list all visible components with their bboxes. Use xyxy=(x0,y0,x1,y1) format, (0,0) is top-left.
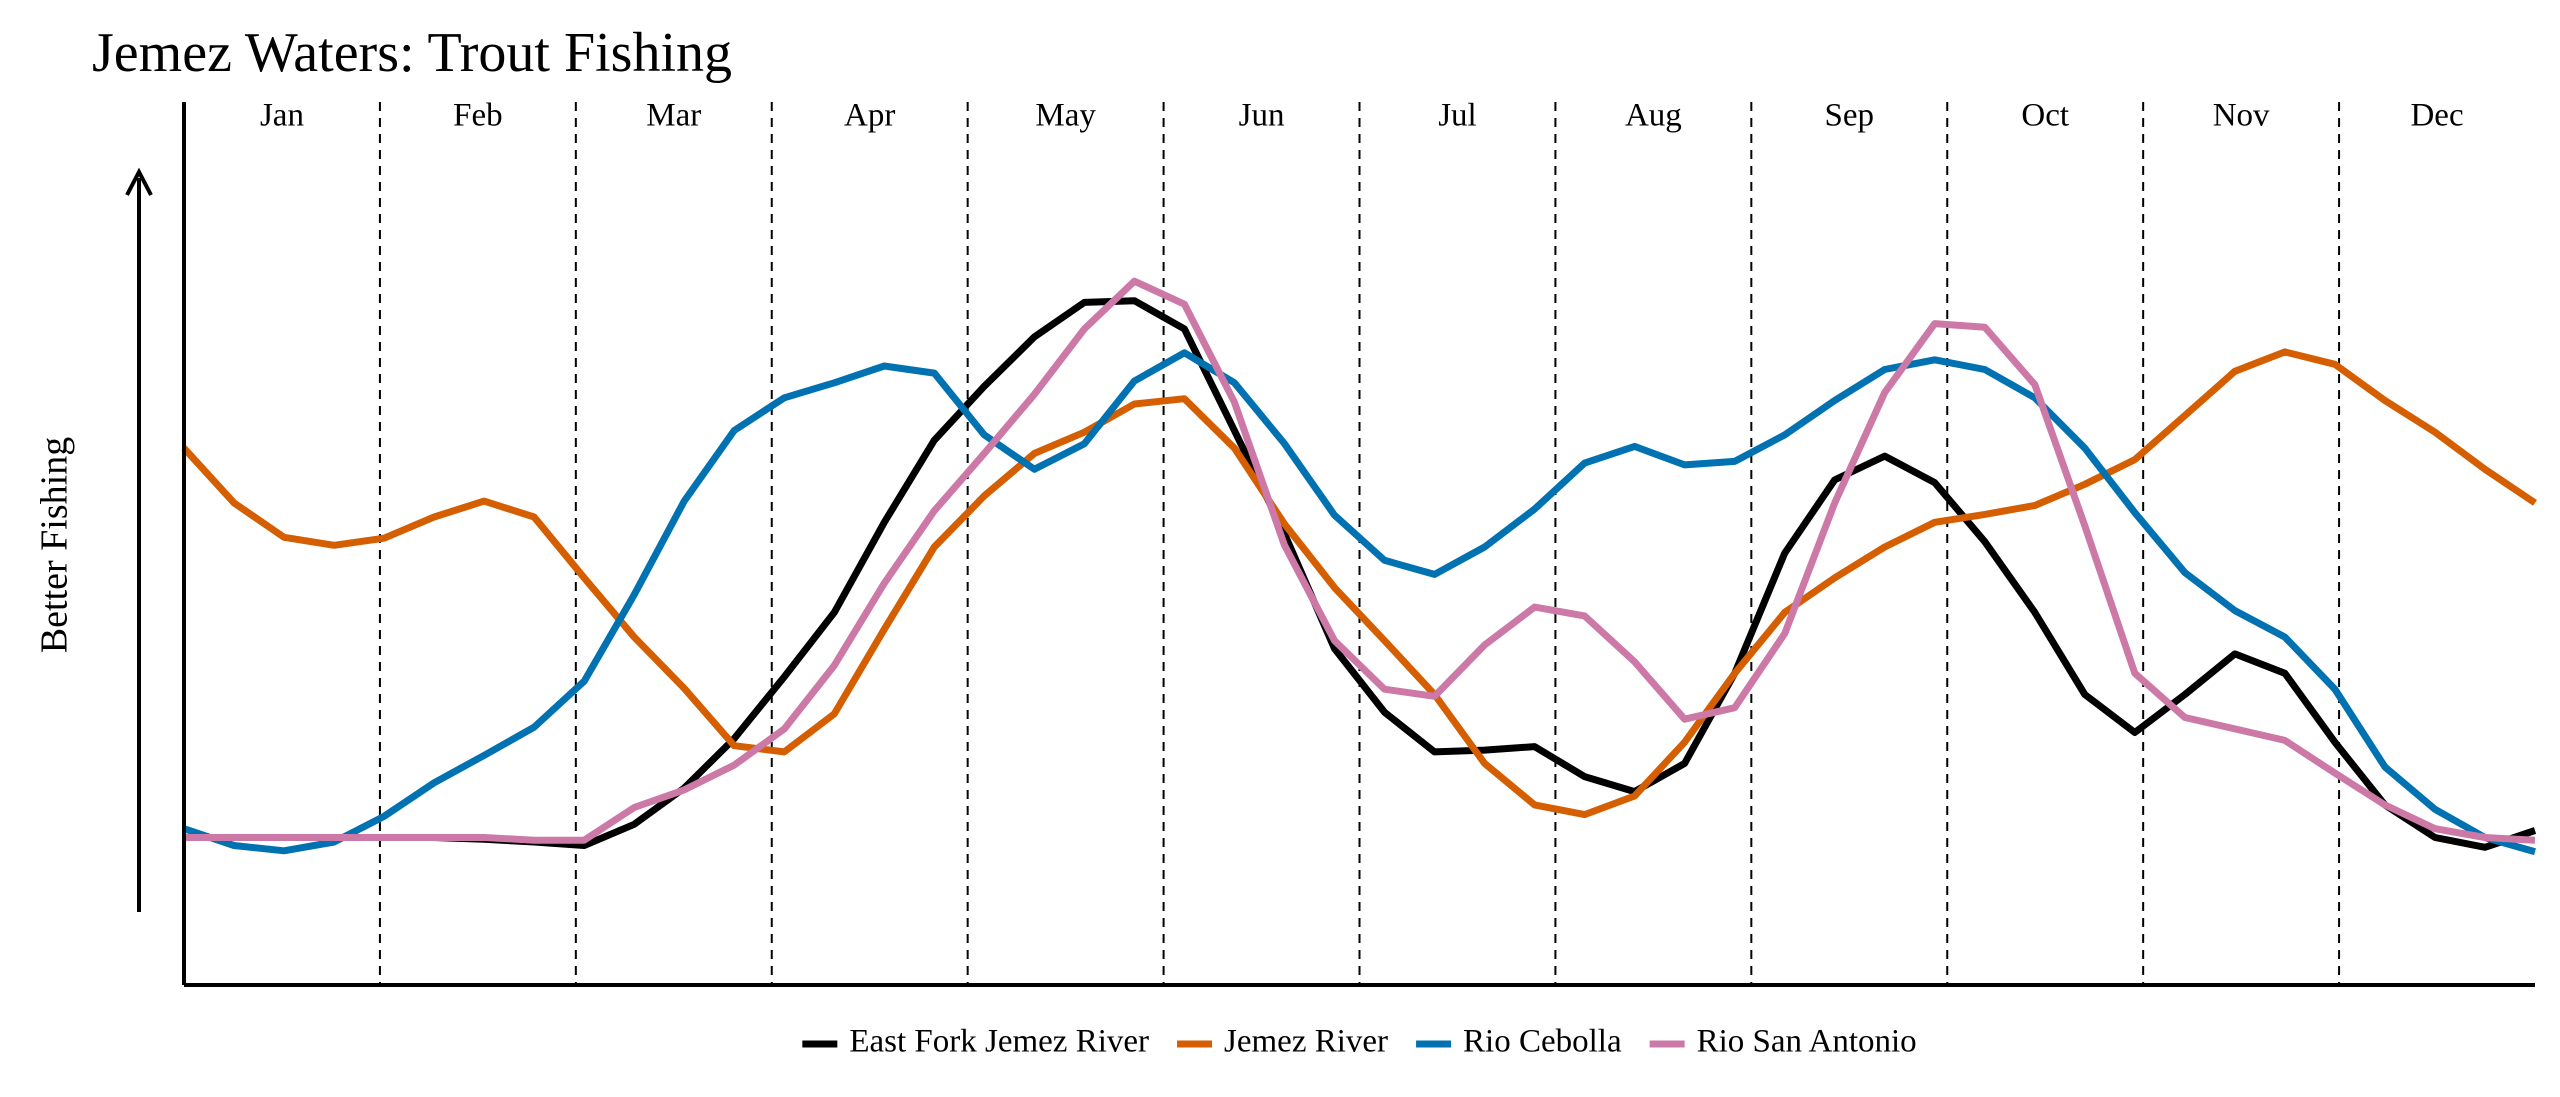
legend-label: East Fork Jemez River xyxy=(849,1024,1149,1060)
month-label: Aug xyxy=(1625,98,1682,134)
y-axis-label: Better Fishing xyxy=(34,437,76,653)
legend-label: Jemez River xyxy=(1224,1024,1388,1060)
series-line xyxy=(182,349,2536,856)
month-label: Mar xyxy=(646,98,701,134)
month-label: Nov xyxy=(2213,98,2270,134)
legend-label: Rio Cebolla xyxy=(1463,1024,1622,1060)
month-label: Sep xyxy=(1825,98,1875,134)
better-arrow-head xyxy=(125,167,153,196)
series-line xyxy=(184,277,2536,844)
month-label: Feb xyxy=(453,98,503,134)
series-line xyxy=(184,297,2537,851)
legend-label: Rio San Antonio xyxy=(1697,1024,1917,1060)
chart-title: Jemez Waters: Trout Fishing xyxy=(92,22,732,84)
series-line xyxy=(181,348,2537,819)
month-label: Jul xyxy=(1438,98,1477,134)
month-label: Oct xyxy=(2021,98,2069,134)
month-label: Apr xyxy=(844,98,895,134)
month-label: Jan xyxy=(260,98,304,134)
month-label: May xyxy=(1035,98,1096,134)
month-label: Dec xyxy=(2410,98,2463,134)
month-label: Jun xyxy=(1239,98,1285,134)
